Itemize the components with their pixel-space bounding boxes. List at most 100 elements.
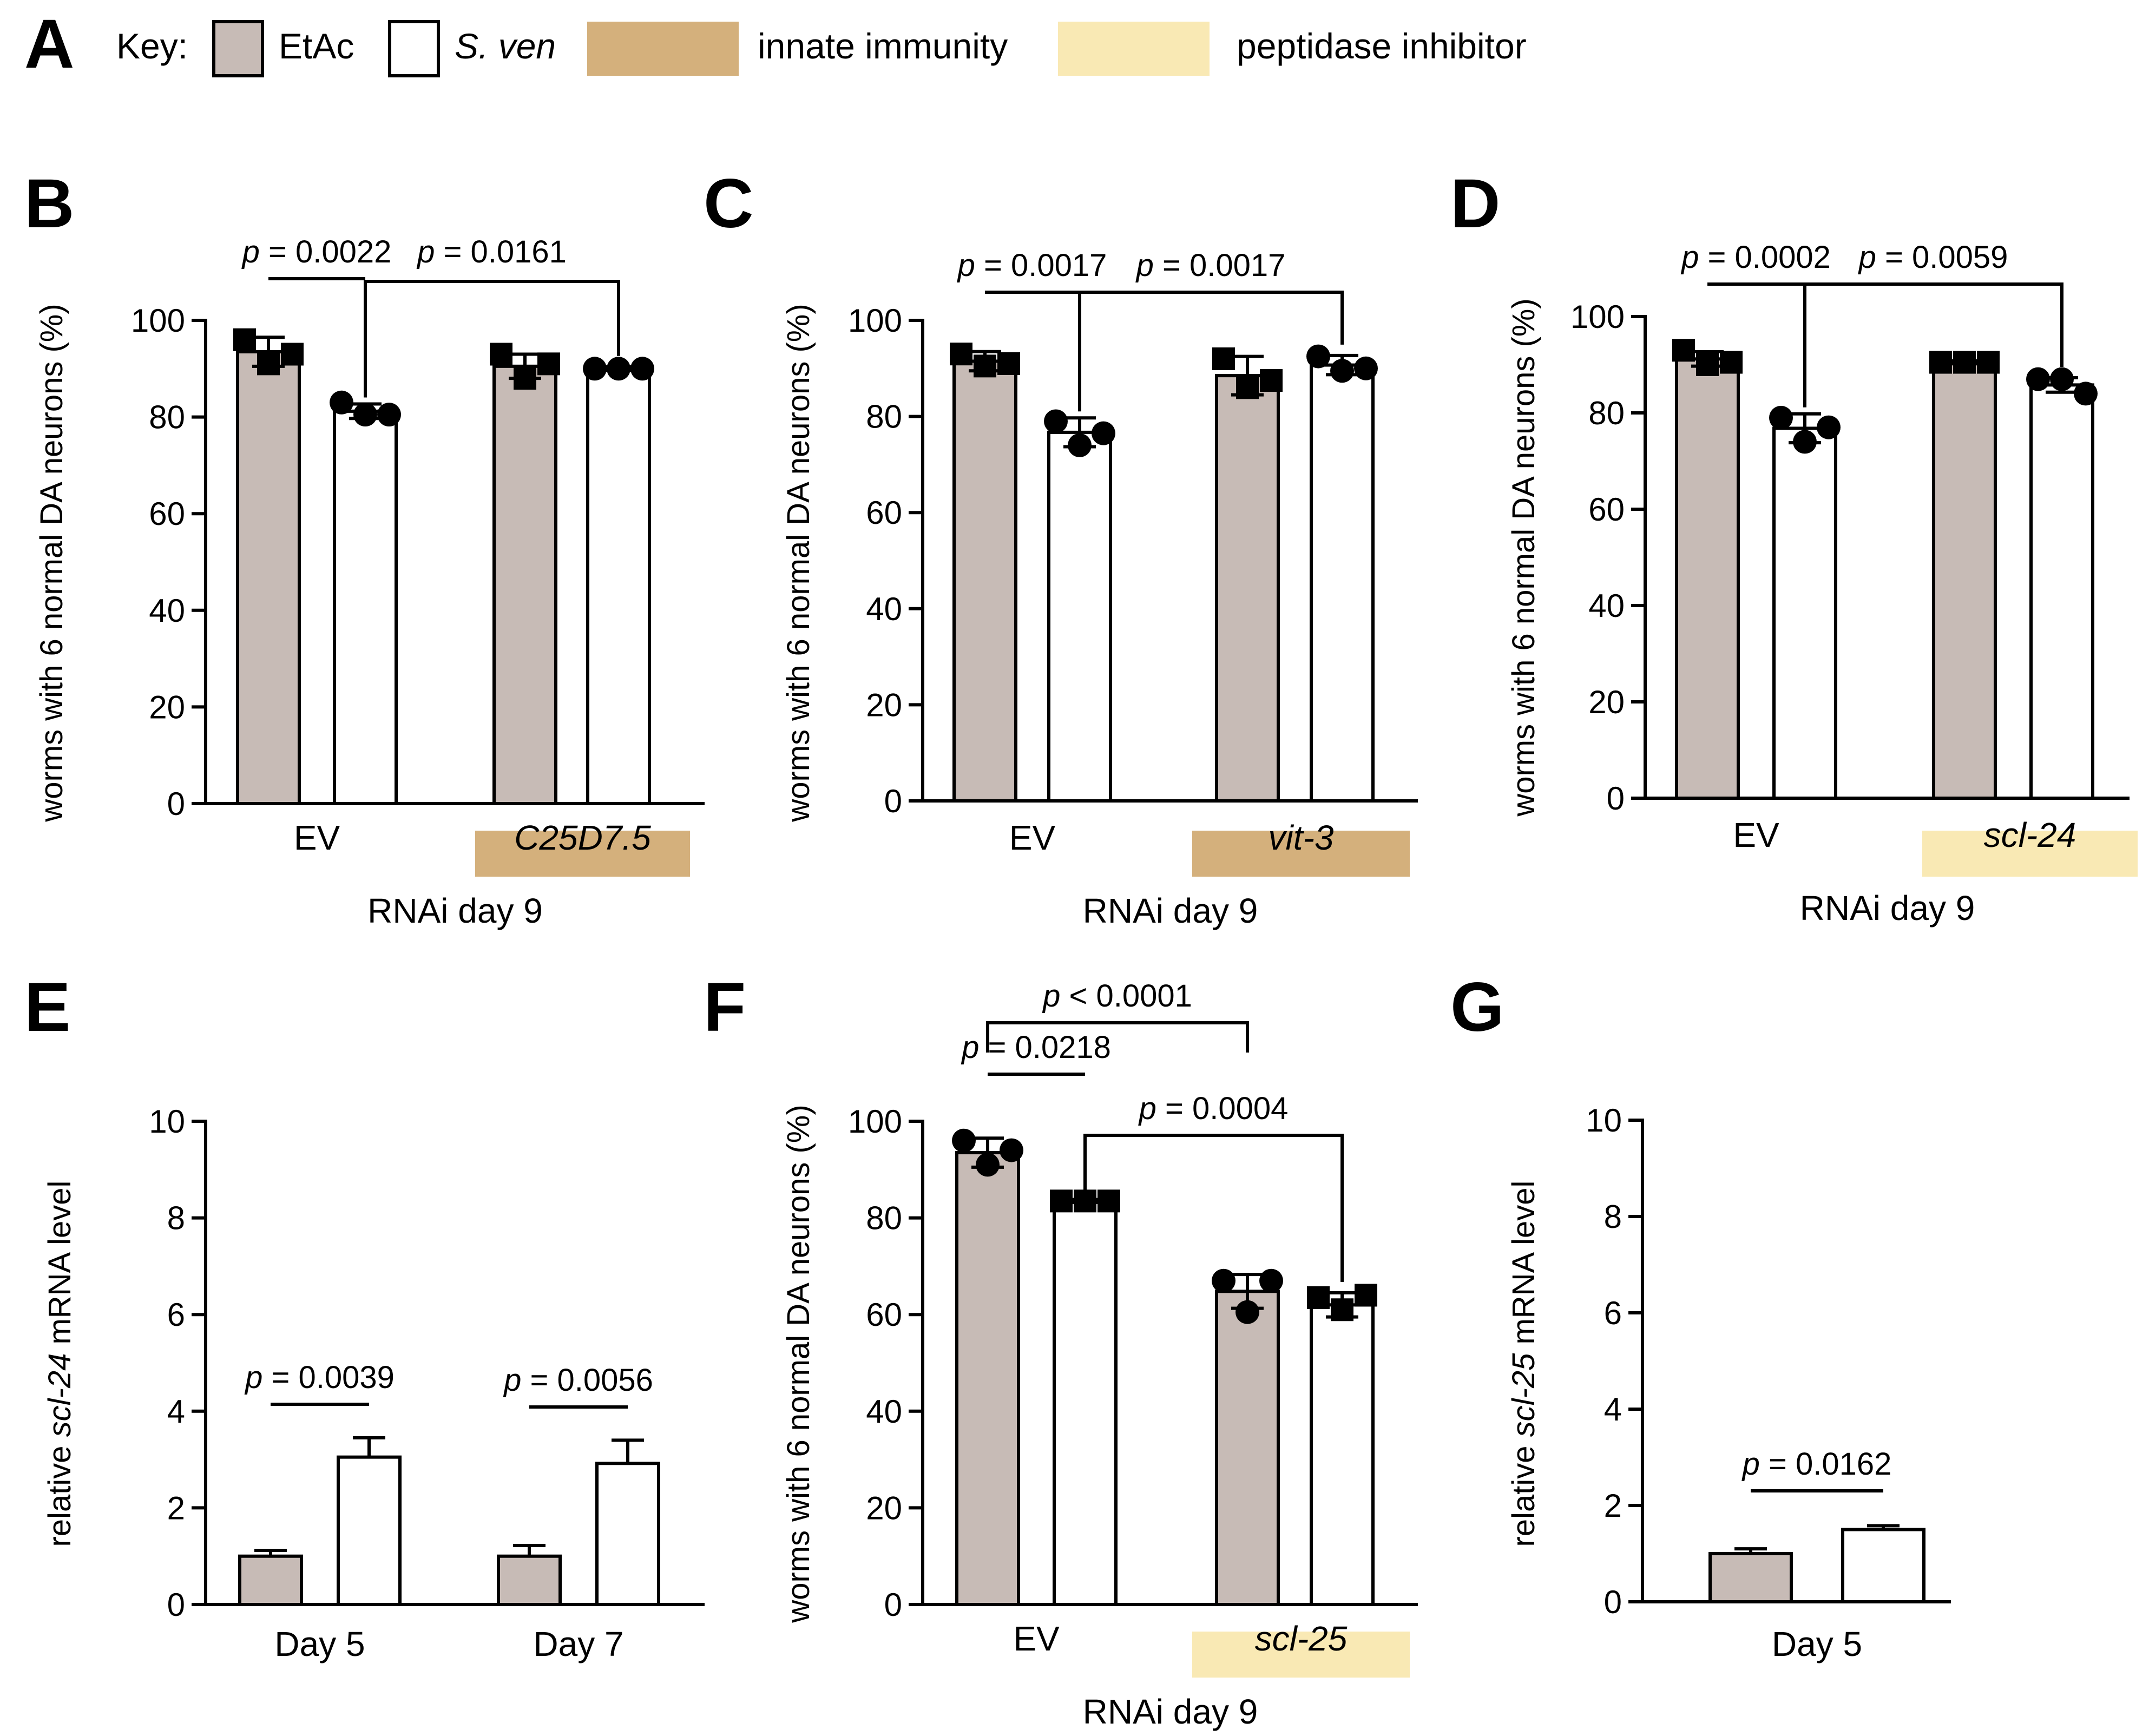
data-point-circle [1068, 433, 1092, 457]
y-tick-label: 6 [1604, 1295, 1622, 1331]
data-point-circle [353, 403, 377, 427]
p-value: = 0.0161 [435, 234, 567, 269]
bar-sven-ev [1772, 426, 1837, 800]
y-tick-label: 40 [1588, 588, 1625, 624]
y-tick-label: 60 [866, 495, 902, 531]
key-swatch-s-ven [388, 20, 440, 77]
bar-sven-day-5 [1841, 1528, 1925, 1603]
p-value: = 0.0017 [975, 248, 1107, 283]
key-item-peptidase-inhibitor-label: peptidase inhibitor [1237, 26, 1527, 66]
y-tick-label: 40 [866, 1393, 902, 1430]
p-symbol: p [1858, 240, 1876, 275]
x-axis-title: RNAi day 9 [367, 891, 543, 930]
data-point-square [1074, 1189, 1096, 1213]
y-tick-label: 40 [149, 593, 185, 629]
key-item-s-ven-label: S. ven [455, 26, 556, 66]
y-tick-label: 0 [167, 786, 185, 822]
data-point-square [1307, 1286, 1330, 1309]
x-category-label: EV [294, 818, 340, 857]
p-value-label: p = 0.0017 [957, 248, 1107, 283]
p-value-label: p = 0.0161 [416, 234, 567, 269]
data-point-circle [1259, 1268, 1283, 1293]
data-point-square [537, 352, 560, 376]
data-point-circle [607, 357, 630, 381]
y-axis-label: relative scl-25 mRNA level [1506, 1181, 1541, 1547]
p-value: = 0.0004 [1156, 1091, 1289, 1126]
data-point-square [281, 343, 304, 366]
y-tick-label: 8 [167, 1200, 185, 1237]
data-point-square [1696, 353, 1719, 376]
p-symbol: p [957, 248, 975, 283]
y-axis-label: worms with 6 normal DA neurons (%) [781, 304, 816, 822]
p-value: = 0.0059 [1876, 240, 2008, 275]
y-tick-label: 80 [1588, 395, 1625, 431]
significance-bracket [1803, 282, 2063, 407]
category-band-c25d7.5 [475, 831, 690, 877]
p-symbol: p [1135, 248, 1154, 283]
p-value-label: p = 0.0162 [1741, 1446, 1892, 1482]
y-tick-label: 60 [1588, 491, 1625, 528]
p-symbol: p [1680, 240, 1699, 275]
y-tick-label: 10 [1586, 1102, 1622, 1139]
panel-letter-E: E [24, 969, 70, 1046]
key-swatch-innate-immunity [587, 22, 739, 76]
bar-sven-ev [1053, 1199, 1118, 1606]
y-tick-label: 0 [884, 1587, 902, 1623]
data-point-circle [330, 390, 353, 415]
y-tick-label: 40 [866, 591, 902, 627]
p-value-label: p = 0.0039 [244, 1360, 395, 1395]
data-point-circle [1817, 415, 1841, 439]
y-tick-label: 0 [884, 783, 902, 819]
data-point-circle [1769, 405, 1793, 430]
y-label-prefix: relative [42, 1437, 77, 1547]
data-point-square [1212, 347, 1235, 371]
p-value: = 0.0162 [1760, 1446, 1892, 1482]
panel-letter-D: D [1450, 165, 1500, 242]
y-tick-label: 8 [1604, 1199, 1622, 1235]
x-category-label: scl-25 [1255, 1619, 1348, 1658]
bar-sven-scl-24 [2029, 383, 2094, 800]
bar-etac-day-7 [497, 1554, 562, 1606]
y-tick-label: 100 [131, 303, 185, 339]
data-point-circle [2050, 367, 2074, 391]
x-category-label: EV [1733, 816, 1779, 854]
key-swatch-peptidase-inhibitor [1058, 22, 1210, 76]
data-point-square [997, 352, 1020, 375]
key-swatch-etac [212, 20, 264, 77]
panel-letter-F: F [704, 969, 746, 1046]
panel-letter-C: C [704, 165, 753, 242]
y-tick-label: 4 [1604, 1391, 1622, 1428]
category-band-vit-3 [1192, 831, 1410, 877]
data-point-square [1977, 351, 2000, 374]
key-item-innate-immunity-label: innate immunity [758, 26, 1008, 66]
data-point-circle [952, 1128, 976, 1153]
y-axis-label: worms with 6 normal DA neurons (%) [34, 304, 69, 822]
data-point-circle [1330, 359, 1354, 383]
p-value-label: p = 0.0022 [241, 234, 392, 269]
y-tick-label: 100 [848, 303, 902, 339]
bar-sven-vit-3 [1310, 363, 1375, 803]
data-point-circle [2074, 382, 2098, 406]
bar-etac-ev [1675, 357, 1740, 800]
data-point-circle [1793, 430, 1817, 454]
data-point-square [1720, 351, 1743, 374]
data-point-circle [1306, 344, 1330, 369]
data-point-square [1260, 369, 1283, 392]
data-point-square [1672, 339, 1695, 362]
x-category-label: Day 5 [1772, 1625, 1862, 1663]
p-value-label: p = 0.0056 [503, 1363, 653, 1398]
data-point-circle [1212, 1268, 1235, 1293]
p-symbol: p [961, 1030, 979, 1065]
x-category-label: Day 7 [533, 1625, 623, 1663]
key-legend: A Key: EtAc S. ven innate immunity peptidase … [24, 5, 1527, 83]
data-point-square [1097, 1189, 1120, 1213]
bar-etac-day-5 [1708, 1552, 1793, 1603]
data-point-square [1929, 351, 1952, 374]
y-tick-label: 20 [1588, 684, 1625, 720]
data-point-circle [2026, 367, 2050, 391]
y-tick-label: 100 [848, 1103, 902, 1140]
